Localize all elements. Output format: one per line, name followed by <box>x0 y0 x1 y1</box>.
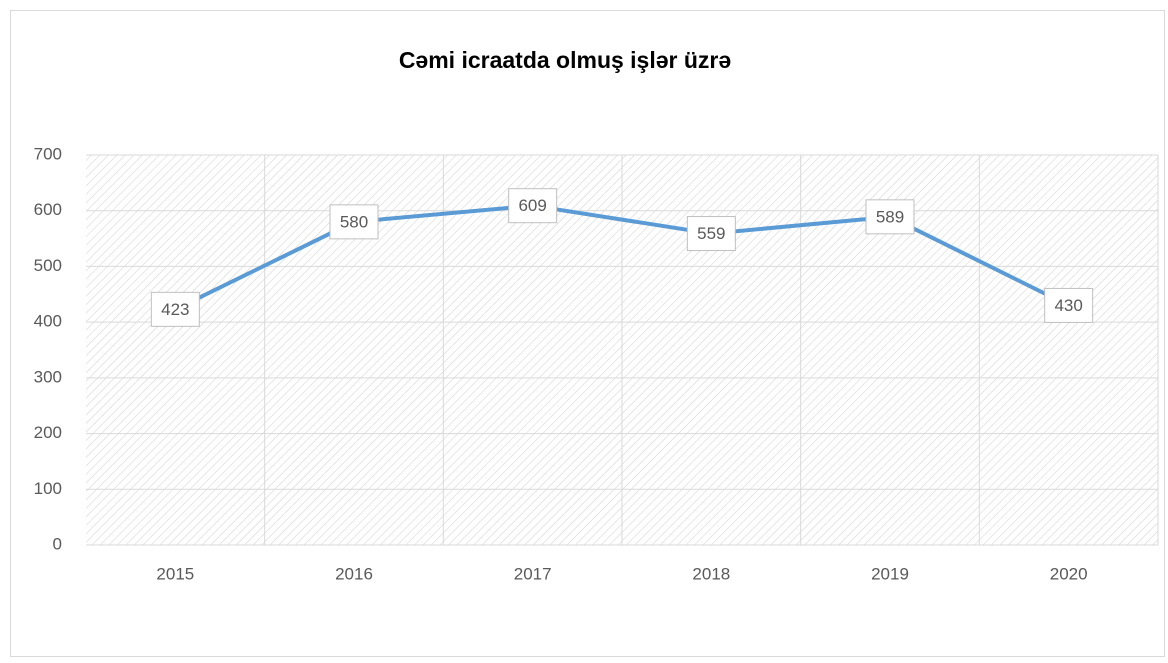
y-tick-label: 500 <box>34 256 62 275</box>
data-label-box <box>865 199 915 235</box>
data-label: 609 <box>518 196 546 215</box>
x-tick-label: 2016 <box>335 564 373 583</box>
data-label-box <box>1044 287 1094 323</box>
x-tick-label: 2015 <box>156 564 194 583</box>
data-label: 580 <box>340 212 368 231</box>
data-label-box <box>150 291 200 327</box>
data-label: 430 <box>1054 296 1082 315</box>
y-tick-label: 300 <box>34 367 62 386</box>
data-label-box <box>329 204 379 240</box>
chart-title: Cəmi icraatda olmuş işlər üzrə <box>399 47 731 73</box>
x-tick-label: 2019 <box>871 564 909 583</box>
data-label: 559 <box>697 224 725 243</box>
data-label-box <box>686 216 736 252</box>
y-tick-label: 100 <box>34 479 62 498</box>
x-tick-label: 2017 <box>514 564 552 583</box>
x-tick-label: 2018 <box>692 564 730 583</box>
data-label-box <box>508 188 558 224</box>
x-tick-label: 2020 <box>1050 564 1088 583</box>
y-tick-label: 400 <box>34 312 62 331</box>
data-line <box>174 203 1070 312</box>
y-tick-label: 700 <box>34 144 62 163</box>
data-label: 423 <box>161 300 189 319</box>
data-label: 589 <box>876 207 904 226</box>
y-tick-label: 200 <box>34 423 62 442</box>
y-tick-label: 0 <box>53 534 62 553</box>
y-tick-label: 600 <box>34 200 62 219</box>
